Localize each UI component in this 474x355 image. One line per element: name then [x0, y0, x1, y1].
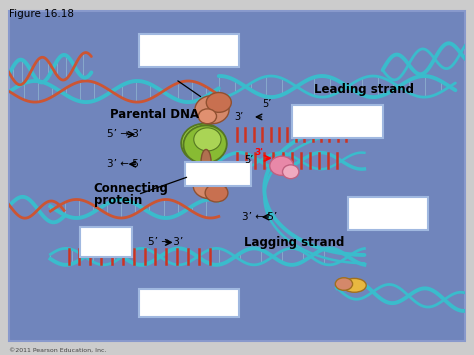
Ellipse shape — [195, 95, 229, 124]
Text: 3’: 3’ — [235, 112, 244, 122]
FancyBboxPatch shape — [185, 162, 251, 186]
Text: Parental DNA: Parental DNA — [109, 108, 199, 121]
Text: protein: protein — [94, 194, 142, 207]
Text: 3': 3' — [255, 148, 264, 157]
Text: Lagging strand: Lagging strand — [244, 236, 344, 249]
FancyBboxPatch shape — [139, 34, 239, 67]
Ellipse shape — [206, 93, 231, 112]
Ellipse shape — [205, 184, 228, 202]
Text: Leading strand: Leading strand — [314, 83, 414, 96]
Ellipse shape — [194, 128, 221, 151]
Ellipse shape — [283, 165, 299, 179]
Ellipse shape — [198, 109, 217, 124]
FancyBboxPatch shape — [348, 197, 428, 230]
Ellipse shape — [270, 156, 293, 175]
FancyBboxPatch shape — [139, 289, 239, 317]
FancyBboxPatch shape — [292, 105, 383, 138]
Text: 3’ ← 5’: 3’ ← 5’ — [107, 159, 143, 169]
Text: Connecting: Connecting — [94, 182, 169, 195]
Text: Figure 16.18: Figure 16.18 — [9, 9, 74, 19]
Ellipse shape — [193, 174, 226, 199]
Text: 5’ → 3’: 5’ → 3’ — [148, 237, 183, 247]
Text: ©2011 Pearson Education, Inc.: ©2011 Pearson Education, Inc. — [9, 348, 107, 353]
Text: 5’: 5’ — [244, 155, 253, 165]
FancyBboxPatch shape — [80, 227, 132, 257]
Text: 3’ ← 5’: 3’ ← 5’ — [242, 212, 277, 222]
Ellipse shape — [343, 278, 366, 292]
Text: 5’ → 3’: 5’ → 3’ — [107, 130, 143, 140]
Ellipse shape — [335, 278, 353, 290]
Ellipse shape — [183, 125, 227, 163]
Ellipse shape — [201, 149, 211, 174]
Text: 5’: 5’ — [262, 99, 272, 109]
Ellipse shape — [181, 124, 225, 162]
